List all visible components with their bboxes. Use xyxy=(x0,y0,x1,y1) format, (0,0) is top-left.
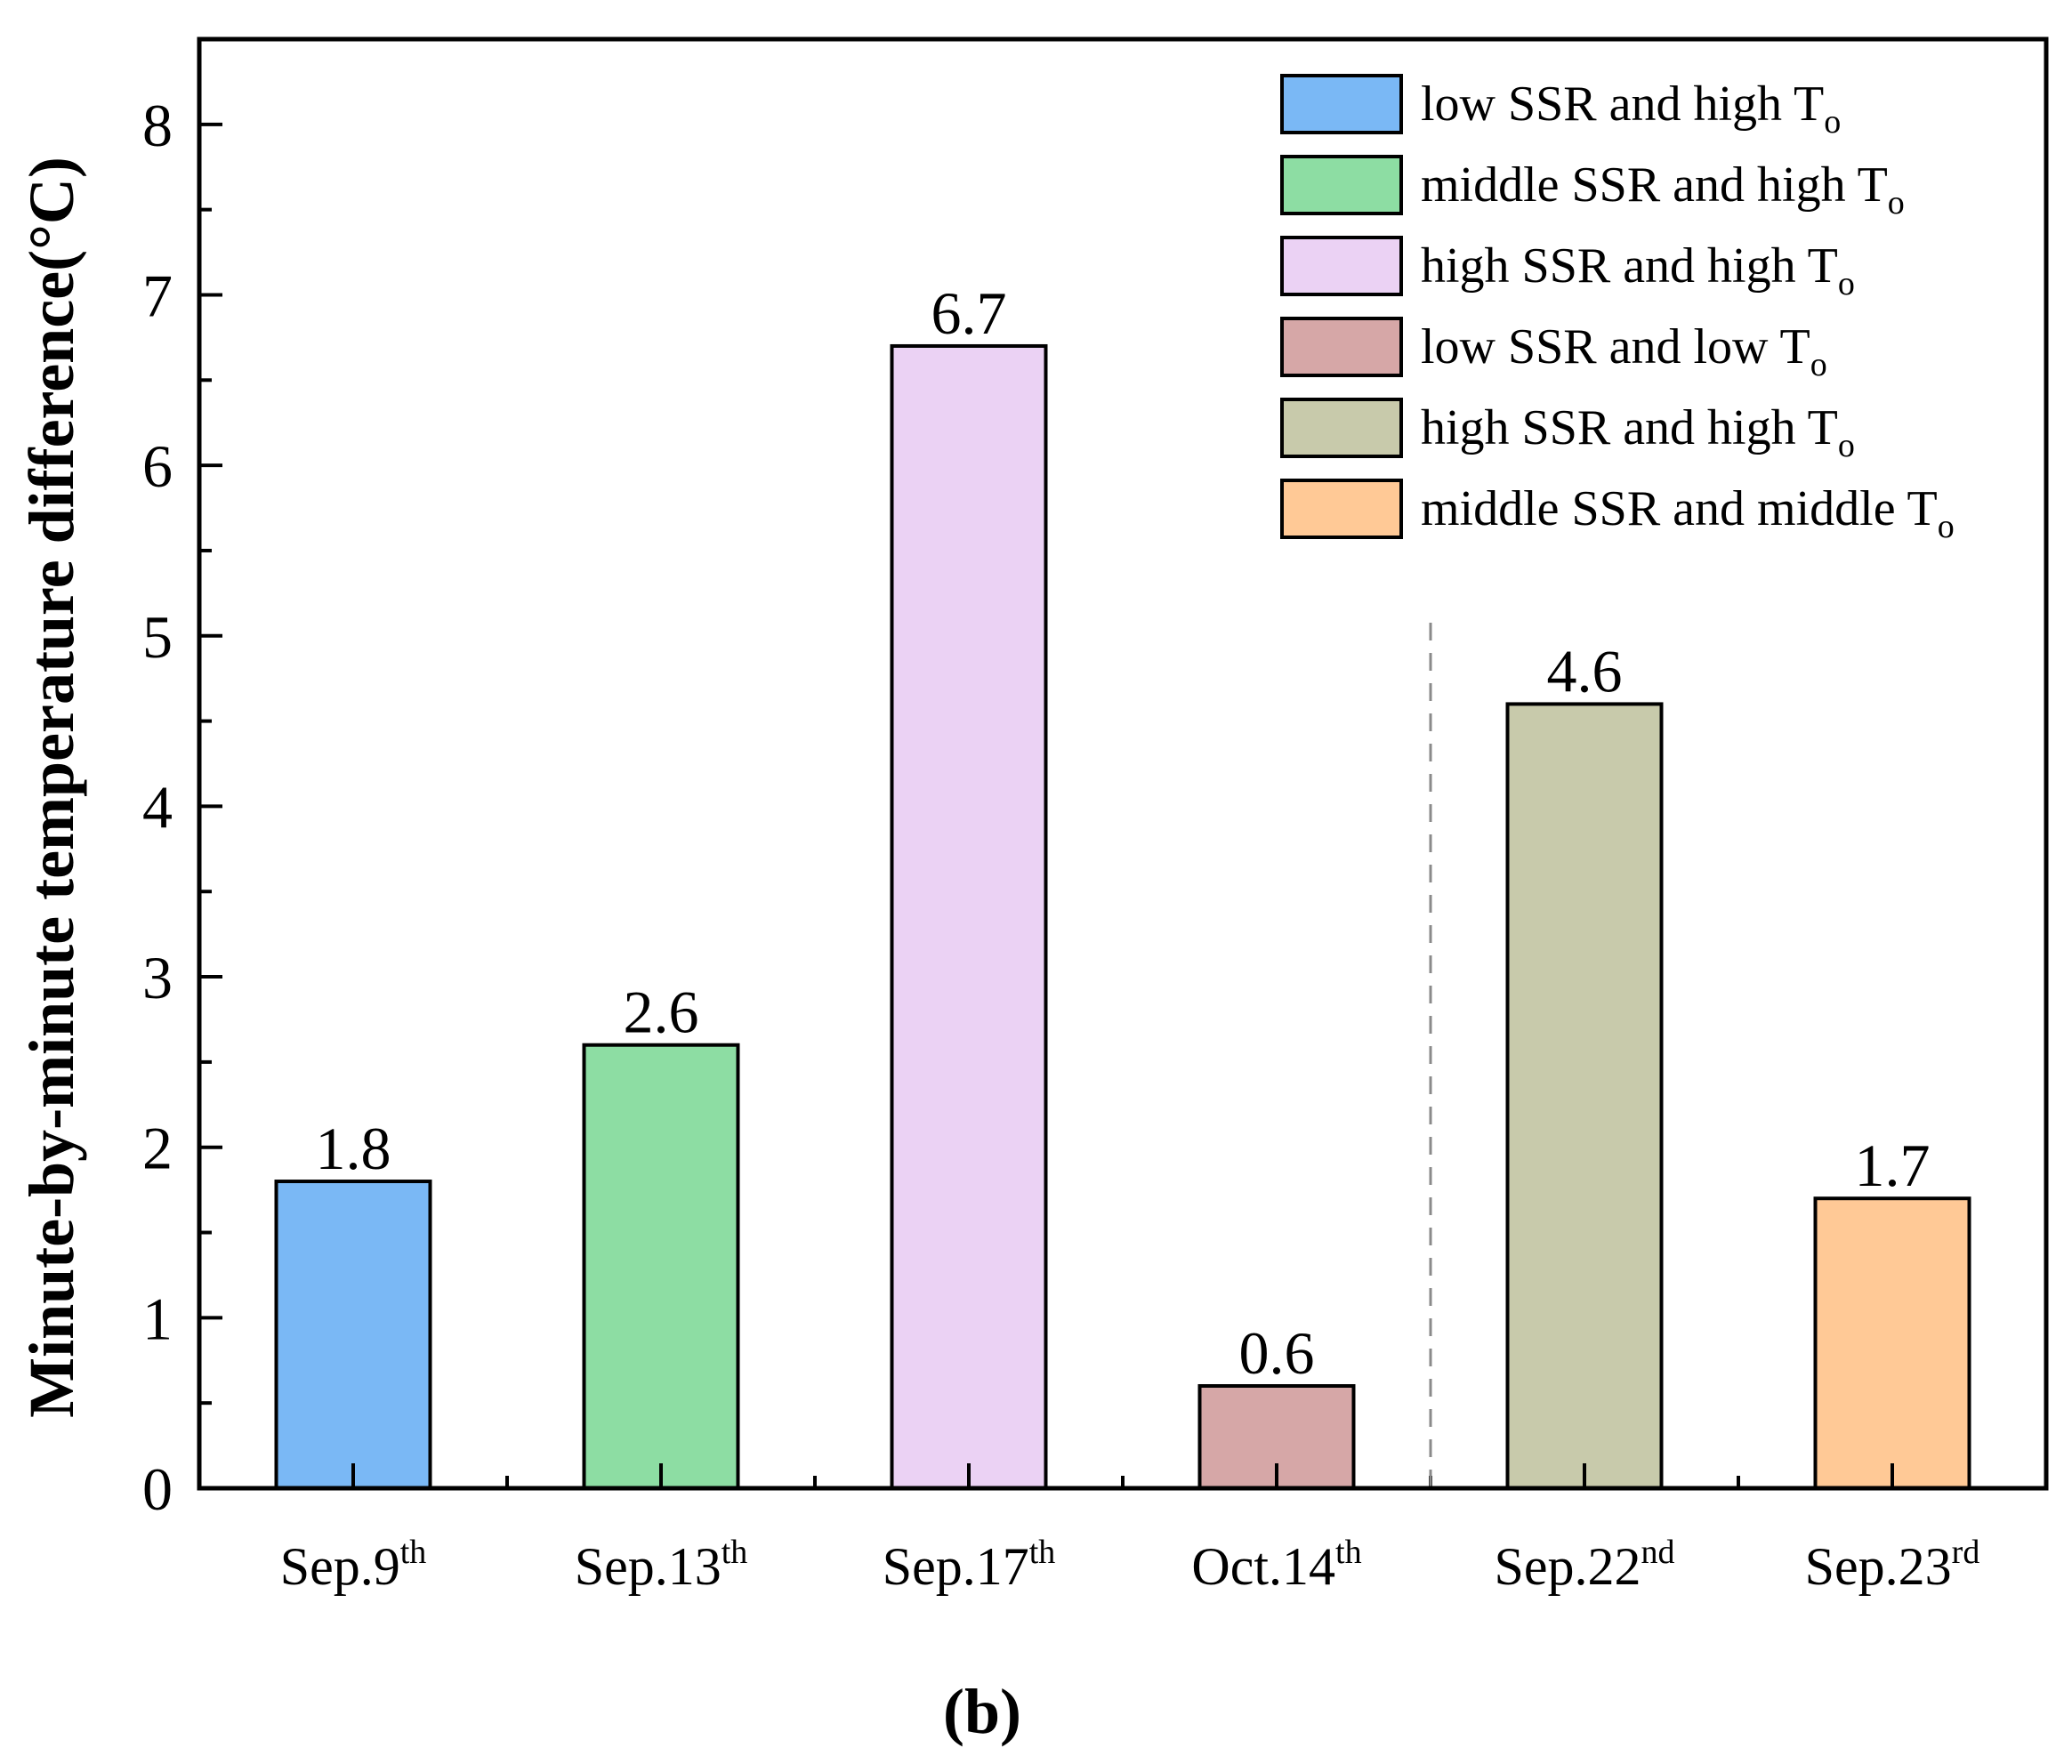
y-tick-label-7: 7 xyxy=(142,262,173,329)
x-tick-label-sup: th xyxy=(400,1534,427,1571)
legend-label-3: high SSR and high To xyxy=(1421,238,1855,302)
legend-label-1: low SSR and high To xyxy=(1421,77,1841,141)
x-tick-label-base: Sep.9 xyxy=(280,1537,400,1596)
legend-label-sub: o xyxy=(1810,346,1827,383)
legend-label-main: middle SSR and high T xyxy=(1421,157,1888,213)
bar-5 xyxy=(1505,702,1664,1490)
legend-label-main: high SSR and high T xyxy=(1421,238,1838,294)
data-label-2: 2.6 xyxy=(624,979,699,1046)
legend-label-sub: o xyxy=(1888,184,1905,222)
legend-label-main: middle SSR and middle T xyxy=(1421,481,1938,536)
legend-label-sub: o xyxy=(1838,265,1855,302)
legend-label-sub: o xyxy=(1838,427,1855,464)
legend-swatch-3 xyxy=(1280,236,1403,296)
panel-label: (b) xyxy=(943,1676,1021,1747)
x-tick-label-base: Sep.13 xyxy=(575,1537,722,1596)
legend-label-sub: o xyxy=(1824,103,1841,141)
bar-6 xyxy=(1813,1196,1971,1490)
data-label-1: 1.8 xyxy=(316,1115,391,1182)
data-label-6: 1.7 xyxy=(1855,1132,1931,1199)
y-axis-title-group: Minute-by-minute temperature difference(… xyxy=(16,157,87,1418)
legend-swatch-4 xyxy=(1280,317,1403,377)
x-tick-label-base: Sep.22 xyxy=(1495,1537,1641,1596)
x-tick-label-base: Sep.17 xyxy=(883,1537,1029,1596)
legend-label-4: low SSR and low To xyxy=(1421,319,1827,383)
x-tick-label-sup: th xyxy=(1335,1534,1362,1571)
legend-label-6: middle SSR and middle To xyxy=(1421,481,1955,545)
x-tick-label-sup: th xyxy=(722,1534,748,1571)
y-tick-label-1: 1 xyxy=(142,1285,173,1352)
y-tick-label-6: 6 xyxy=(142,432,173,500)
bar-2 xyxy=(582,1043,740,1490)
y-tick-label-8: 8 xyxy=(142,92,173,159)
data-label-3: 6.7 xyxy=(931,279,1007,347)
legend-swatch-5 xyxy=(1280,398,1403,458)
y-tick-label-4: 4 xyxy=(142,773,173,841)
x-tick-label-2: Sep.13th xyxy=(575,1534,748,1596)
bar-1 xyxy=(274,1180,432,1490)
plot-area: 1.8Sep.9th2.6Sep.13th6.7Sep.17th0.6Oct.1… xyxy=(142,36,2049,1596)
y-tick-label-0: 0 xyxy=(142,1455,173,1523)
legend-label-main: high SSR and high T xyxy=(1421,400,1838,455)
legend-swatch-2 xyxy=(1280,155,1403,215)
data-label-5: 4.6 xyxy=(1547,637,1623,705)
data-label-4: 0.6 xyxy=(1239,1319,1315,1387)
legend-label-main: low SSR and high T xyxy=(1421,77,1824,132)
plot-frame xyxy=(197,36,2049,1491)
bar-3 xyxy=(890,343,1048,1490)
y-tick-label-5: 5 xyxy=(142,603,173,671)
x-tick-label-sup: rd xyxy=(1952,1534,1980,1571)
x-tick-label-base: Oct.14 xyxy=(1191,1537,1335,1596)
x-tick-label-sup: nd xyxy=(1641,1534,1675,1571)
legend-label-2: middle SSR and high To xyxy=(1421,157,1905,222)
legend-swatch-1 xyxy=(1280,74,1403,134)
x-tick-label-3: Sep.17th xyxy=(883,1534,1056,1596)
x-tick-label-sup: th xyxy=(1029,1534,1056,1571)
y-axis-title: Minute-by-minute temperature difference(… xyxy=(16,157,87,1418)
x-tick-label-5: Sep.22nd xyxy=(1495,1534,1675,1596)
legend-swatch-6 xyxy=(1280,479,1403,539)
y-tick-label-2: 2 xyxy=(142,1115,173,1182)
y-tick-label-3: 3 xyxy=(142,944,173,1011)
x-tick-label-4: Oct.14th xyxy=(1191,1534,1361,1596)
legend-label-sub: o xyxy=(1938,508,1955,545)
x-tick-label-base: Sep.23 xyxy=(1805,1537,1952,1596)
legend-label-main: low SSR and low T xyxy=(1421,319,1810,375)
legend-label-5: high SSR and high To xyxy=(1421,400,1855,464)
x-tick-label-1: Sep.9th xyxy=(280,1534,427,1596)
x-tick-label-6: Sep.23rd xyxy=(1805,1534,1980,1596)
